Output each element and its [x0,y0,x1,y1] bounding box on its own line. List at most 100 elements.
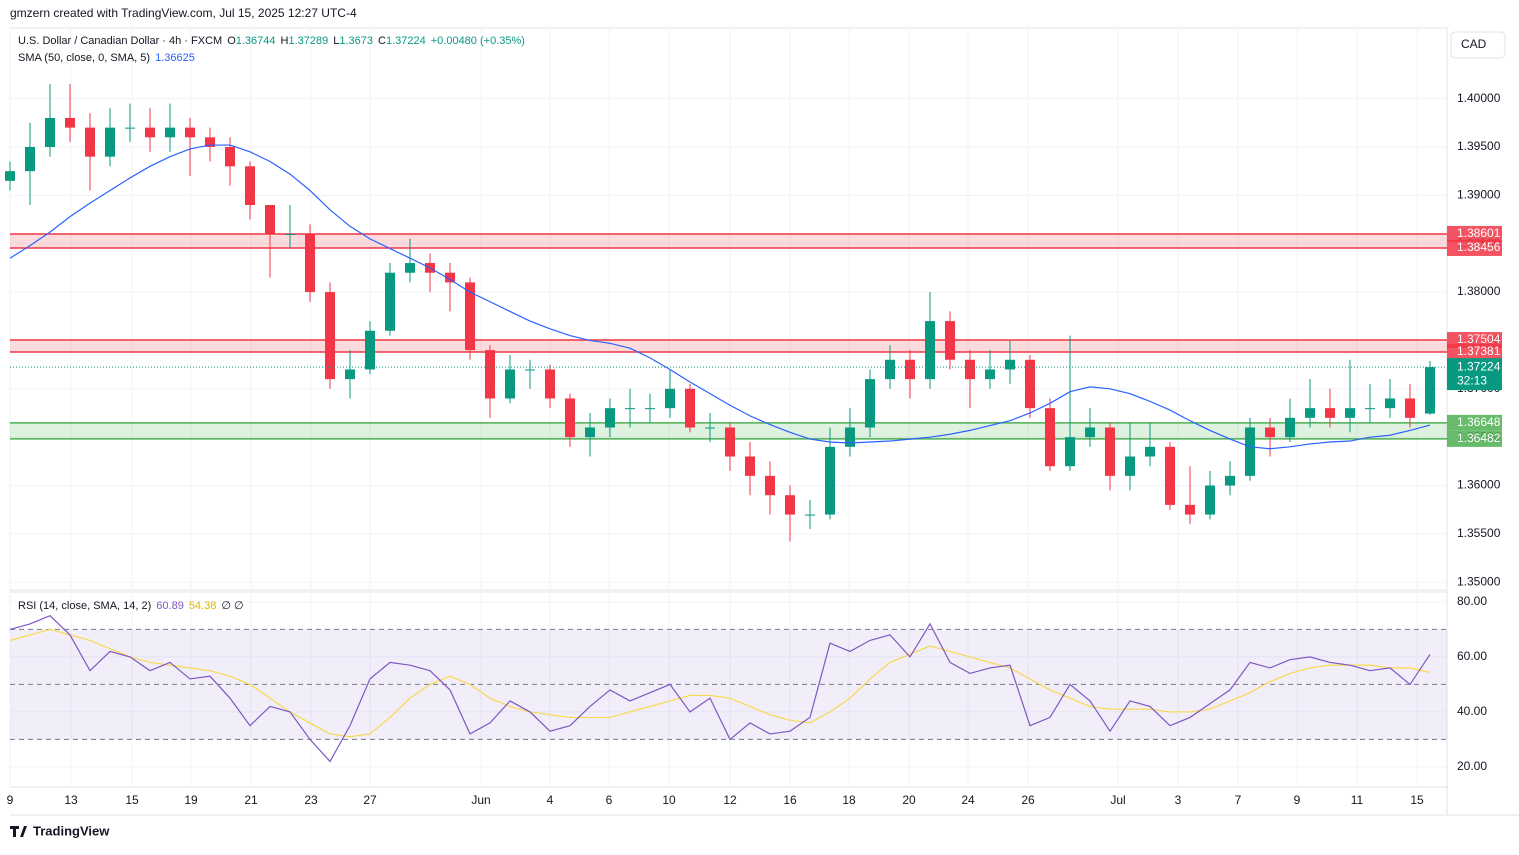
candle-body [1345,408,1355,418]
currency-button[interactable] [1450,31,1506,59]
candle-body [1425,367,1435,414]
x-tick-label: 20 [902,793,916,807]
legend-text: H [281,35,289,47]
candle-body [385,272,395,331]
rsi-tick-label: 60.00 [1457,649,1487,663]
candle-body [265,205,275,235]
brand: TradingView [33,823,110,838]
candle-body [365,330,375,370]
legend-text: RSI (14, close, SMA, 14, 2) [18,600,151,612]
candle-body [165,127,175,138]
legend-text: +0.00480 (+0.35%) [431,35,525,47]
candle-body [345,369,355,380]
x-tick-label: 16 [783,793,797,807]
price-label-bg [1447,430,1502,447]
legend-text: 1.36744 [236,35,276,47]
x-tick-label: 7 [1235,793,1242,807]
candle-body [565,398,575,438]
countdown: 32:13 [1457,373,1487,387]
candle-body [1365,408,1375,410]
currency-label[interactable]: CAD [1461,37,1487,51]
x-tick-label: 23 [304,793,318,807]
x-tick-label: 15 [1410,793,1424,807]
legend-text: O [227,35,236,47]
price-label: 1.37381 [1457,344,1501,358]
candle-body [665,388,675,409]
candle-body [945,321,955,360]
x-tick-label: 9 [7,793,14,807]
candle-body [1145,446,1155,457]
candle-body [145,127,155,138]
candle-body [965,359,975,380]
candle-body [685,388,695,428]
y-tick-label: 1.39000 [1457,188,1501,202]
legend-text: 1.37224 [386,35,426,47]
candle-body [1085,427,1095,438]
tradingview-logo: TradingView [10,823,110,838]
legend-text: SMA (50, close, 0, SMA, 5) [18,52,150,64]
current-price-bg [1447,358,1502,391]
candle-body [985,369,995,380]
candle-body [65,117,75,128]
candle-body [1265,427,1275,438]
legend-text: 60.89 [156,600,184,612]
legend-text: 1.37289 [288,35,328,47]
x-tick-label: 19 [184,793,198,807]
candle-body [625,408,635,410]
candle-body [285,234,295,236]
x-tick-label: Jul [1110,793,1125,807]
candle-body [765,475,775,496]
x-tick-label: 18 [842,793,856,807]
candle-body [1325,408,1335,418]
logo-mark [10,826,27,837]
candle-body [645,408,655,410]
candle-body [745,456,755,476]
candle-body [325,292,335,380]
candle-body [485,350,495,399]
candle-body [825,446,835,515]
candle-body [1385,398,1395,409]
legend-text: 1.36625 [155,52,195,64]
x-tick-label: 12 [723,793,737,807]
x-tick-label: 15 [125,793,139,807]
candle-body [1205,485,1215,515]
x-tick-label: 24 [961,793,975,807]
y-tick-label: 1.40000 [1457,91,1501,105]
price-label-bg [1447,343,1502,360]
candle-body [1105,427,1115,476]
candle-body [225,146,235,167]
credit-line: gmzern created with TradingView.com, Jul… [10,6,357,20]
zone [10,233,1447,248]
candle-body [125,127,135,129]
y-tick-label: 1.35000 [1457,574,1501,588]
candle-body [885,359,895,380]
x-tick-label: 27 [363,793,377,807]
rsi-line [9,614,1431,763]
candle-body [445,272,455,283]
legend-text: 1.3673 [339,35,373,47]
x-tick-label: 4 [547,793,554,807]
rsi-ma-line [9,628,1431,738]
candle-body [1165,446,1175,505]
candle-body [865,379,875,428]
candle-body [925,321,935,380]
candle-body [25,146,35,172]
price-label-bg [1447,414,1502,431]
candle-body [1225,475,1235,486]
candle-body [585,427,595,438]
price-label: 1.37504 [1457,332,1501,346]
legend-text: C [378,35,386,47]
legend-text: L [333,35,339,47]
candle-body [1005,359,1015,370]
candle-body [305,234,315,293]
x-tick-label: 26 [1021,793,1035,807]
candle-body [725,427,735,457]
candle-body [1185,504,1195,515]
candle-body [405,263,415,273]
candle-body [1245,427,1255,476]
candle-body [705,427,715,429]
y-tick-label: 1.38000 [1457,284,1501,298]
candle-body [1065,437,1075,467]
y-tick-label: 1.36000 [1457,478,1501,492]
